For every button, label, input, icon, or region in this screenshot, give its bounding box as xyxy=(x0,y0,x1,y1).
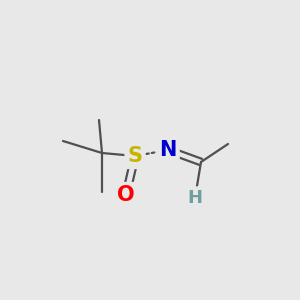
Text: S: S xyxy=(128,146,142,166)
Text: N: N xyxy=(159,140,177,160)
Text: H: H xyxy=(188,189,202,207)
Text: O: O xyxy=(117,185,135,205)
